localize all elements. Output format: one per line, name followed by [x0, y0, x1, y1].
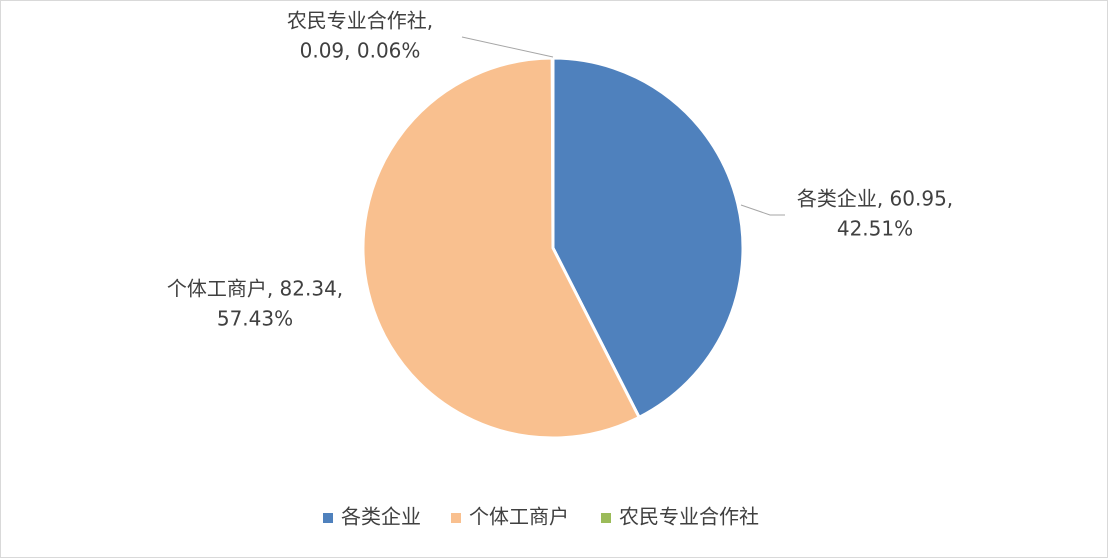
pie-slice — [361, 56, 642, 440]
leader-line — [461, 36, 554, 58]
data-label: 0.09, 0.06% — [300, 39, 421, 63]
leader-line — [740, 204, 785, 216]
data-label: 各类企业, 60.95, — [797, 187, 953, 211]
pie-slice — [551, 56, 745, 420]
legend-label: 农民专业合作社 — [619, 505, 759, 529]
data-label: 57.43% — [217, 307, 293, 331]
pie-slice — [550, 56, 555, 249]
legend-swatch — [601, 513, 611, 523]
data-label: 农民专业合作社, — [287, 9, 433, 33]
legend-swatch — [451, 513, 461, 523]
data-label: 个体工商户, 82.34, — [167, 277, 343, 301]
legend-label: 个体工商户 — [469, 505, 569, 529]
legend-label: 各类企业 — [341, 505, 421, 529]
data-label: 42.51% — [837, 217, 913, 241]
legend-swatch — [323, 513, 333, 523]
